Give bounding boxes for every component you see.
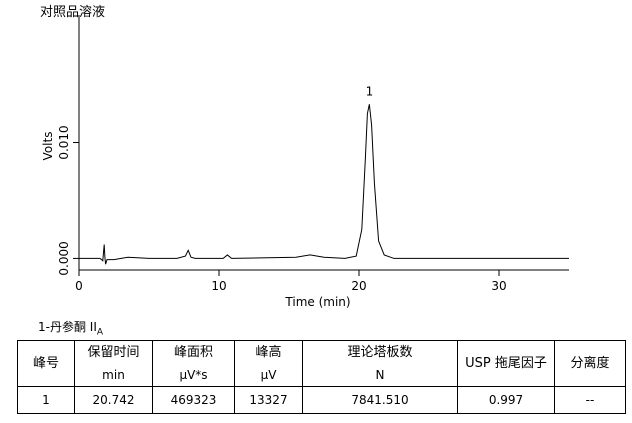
header-cell: 峰高 µV [234, 340, 303, 387]
header-text: µV*s [179, 367, 208, 382]
table-row: 1 20.742 469323 13327 7841.510 0.997 -- [17, 386, 626, 414]
header-cell: 分离度 [554, 340, 626, 387]
table-cell: 469323 [152, 386, 235, 414]
caption-sub: A [96, 327, 104, 338]
header-text: N [375, 367, 385, 382]
x-tick-label: 20 [351, 279, 366, 293]
header-cell: 理论塔板数 N [302, 340, 458, 387]
y-tick-label: 0.000 [57, 241, 71, 275]
x-axis-label: Time (min) [284, 295, 350, 309]
header-cell: 保留时间 min [74, 340, 153, 387]
header-text: 峰高 [255, 344, 282, 360]
header-cell: 峰号 [17, 340, 75, 387]
table-cell: -- [554, 386, 626, 414]
peak-label: 1 [366, 84, 374, 98]
header-cell: 峰面积 µV*s [152, 340, 235, 387]
header-text: 保留时间 [87, 344, 140, 360]
header-text: 峰面积 [173, 344, 213, 360]
table-cell: 20.742 [74, 386, 153, 414]
table-cell: 7841.510 [302, 386, 458, 414]
y-tick-label: 0.010 [57, 125, 71, 159]
header-text: 分离度 [570, 355, 610, 371]
header-text: min [102, 367, 125, 382]
y-axis-label: Volts [41, 132, 55, 161]
caption-text: 1-丹参酮 II [38, 320, 97, 334]
header-text: 峰号 [32, 355, 59, 371]
header-text: µV [260, 367, 277, 382]
x-tick-label: 30 [491, 279, 506, 293]
x-tick-label: 10 [211, 279, 226, 293]
chart-title: 对照品溶液 [40, 5, 105, 20]
header-text: USP 拖尾因子 [465, 355, 547, 371]
trace [79, 104, 569, 265]
chart: 对照品溶液 Time (min) Volts 0 10 20 30 0.000 0.010… [40, 5, 569, 309]
table-cell: 1 [17, 386, 75, 414]
table-cell: 13327 [234, 386, 303, 414]
x-tick-label: 0 [75, 279, 83, 293]
header-text: 理论塔板数 [347, 344, 413, 360]
table-caption: 1-丹参酮 IIA [38, 318, 103, 337]
table-cell: 0.997 [457, 386, 555, 414]
result-table: 峰号 保留时间 min 峰面积 µV*s 峰高 µV 理论塔板数 N USP 拖尾因子 分离度 1 20… [17, 340, 626, 414]
header-cell: USP 拖尾因子 [457, 340, 555, 387]
